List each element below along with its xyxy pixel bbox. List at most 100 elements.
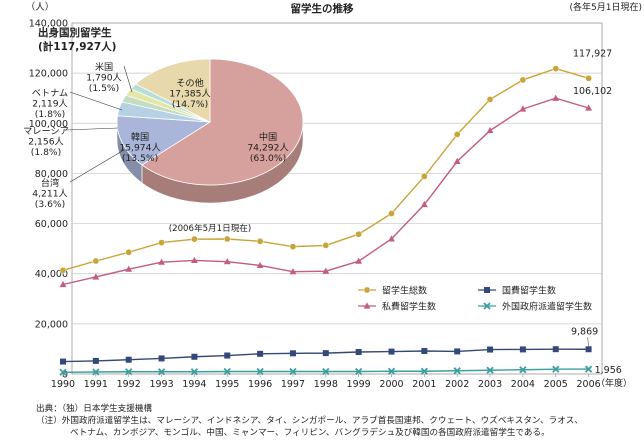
- pie-value-3: 2,156人: [28, 137, 64, 148]
- data-point-3-2: [125, 368, 133, 376]
- data-point-1-10: [388, 348, 395, 355]
- data-point-2-8: [322, 267, 330, 274]
- pie-percent-1: (13.5%): [122, 153, 158, 164]
- data-point-3-13: [486, 366, 494, 374]
- pie-subtitle: (計117,927人): [38, 40, 116, 53]
- pie-value-1: 15,974人: [119, 143, 160, 154]
- data-point-2-0: [59, 280, 67, 288]
- data-point-1-6: [257, 350, 264, 357]
- pie-label-4: ベトナム: [32, 88, 68, 99]
- pie-slice-1: [116, 115, 212, 166]
- data-point-2-14: [519, 105, 527, 112]
- x-tick-label: 1996: [248, 379, 272, 390]
- data-point-1-2: [125, 356, 132, 363]
- pie-percent-5: (1.5%): [89, 83, 120, 94]
- data-point-3-12: [453, 367, 461, 375]
- annotation-leader: [587, 337, 589, 347]
- x-tick-label: 1993: [149, 379, 173, 390]
- data-point-2-1: [92, 273, 100, 280]
- legend-label: 私費留学生数: [382, 301, 436, 313]
- x-tick-label: 2005: [544, 379, 568, 390]
- data-point-0-15: [552, 65, 560, 72]
- data-point-2-15: [552, 94, 560, 101]
- y-tick-label: 100,000: [29, 119, 68, 130]
- pie-value-4: 2,119人: [32, 99, 68, 110]
- data-point-1-9: [355, 349, 362, 356]
- data-point-2-5: [223, 258, 231, 265]
- data-point-1-12: [454, 348, 461, 355]
- data-point-3-9: [355, 367, 363, 376]
- data-point-2-16: [585, 104, 592, 111]
- data-point-1-15: [552, 346, 559, 353]
- pie-title: 出身国別留学生: [38, 26, 112, 39]
- y-tick-label: 80,000: [35, 169, 68, 180]
- data-point-3-15: [552, 365, 560, 373]
- pie-percent-4: (1.8%): [35, 109, 66, 120]
- data-point-2-13: [486, 126, 494, 134]
- data-point-1-14: [519, 346, 526, 353]
- data-point-3-14: [519, 366, 527, 374]
- pie-value-6: 17,385人: [169, 89, 210, 100]
- data-point-3-8: [322, 367, 330, 376]
- data-point-0-2: [125, 248, 133, 256]
- data-point-0-12: [453, 131, 461, 138]
- pie-date-note: (2006年5月1日現在): [169, 222, 251, 234]
- y-tick-label: 40,000: [35, 269, 68, 280]
- data-point-2-6: [256, 261, 264, 269]
- chart-title: 留学生の推移: [291, 2, 354, 15]
- data-point-1-16: [585, 346, 592, 353]
- data-point-3-5: [223, 367, 231, 376]
- pie-value-5: 1,790人: [86, 73, 122, 84]
- y-tick-label: 60,000: [35, 219, 68, 230]
- data-point-3-3: [157, 368, 166, 376]
- pie-percent-2: (3.6%): [35, 199, 66, 210]
- data-point-2-3: [158, 258, 165, 265]
- data-point-1-8: [322, 350, 329, 357]
- data-point-2-10: [388, 235, 395, 242]
- pie-leader-line: [123, 65, 133, 93]
- data-point-0-13: [486, 96, 494, 103]
- data-point-0-11: [421, 173, 428, 180]
- value-annotation: 9,869: [571, 326, 598, 337]
- data-point-0-1: [92, 257, 100, 265]
- pie-percent-3: (1.8%): [31, 147, 62, 158]
- legend-label: 外国政府派遣留学生数: [502, 301, 592, 313]
- source-note: 出典：（独）日本学生支援機構: [36, 404, 153, 414]
- legend-label: 国費留学生数: [502, 285, 556, 297]
- value-annotation: 117,927: [573, 48, 612, 59]
- data-point-0-9: [355, 230, 362, 238]
- data-point-1-7: [289, 350, 296, 357]
- x-tick-label: 1990: [51, 379, 75, 390]
- y-tick-label: 20,000: [35, 319, 68, 330]
- data-point-0-14: [519, 76, 527, 84]
- data-point-2-7: [289, 268, 297, 275]
- data-point-2-4: [191, 256, 198, 264]
- data-point-3-11: [420, 367, 428, 375]
- data-point-2-2: [125, 265, 133, 272]
- pie-label-6: その他: [176, 77, 204, 89]
- data-point-0-3: [158, 239, 165, 246]
- pie-percent-6: (14.7%): [172, 99, 208, 110]
- data-point-3-10: [387, 367, 396, 375]
- data-point-2-11: [420, 200, 428, 208]
- x-tick-label: 2003: [478, 379, 502, 390]
- x-tick-label: 1994: [182, 379, 206, 390]
- x-tick-label: 1991: [84, 379, 108, 390]
- pie-leader-line: [65, 127, 119, 131]
- y-tick-label: 120,000: [29, 69, 68, 80]
- data-point-1-5: [224, 352, 231, 359]
- data-point-2-12: [453, 157, 461, 164]
- legend-marker: [363, 286, 371, 294]
- data-point-3-6: [256, 367, 264, 376]
- x-tick-label: 2006: [577, 379, 601, 390]
- data-point-3-0: [59, 368, 67, 376]
- y-tick-label: 140,000: [29, 19, 68, 30]
- x-tick-label: 1997: [281, 379, 305, 390]
- data-point-3-16: [584, 365, 593, 373]
- pie-slice-6: [135, 58, 211, 123]
- x-tick-label: 1999: [347, 379, 371, 390]
- pie-percent-0: (63.0%): [250, 153, 286, 164]
- data-point-0-5: [223, 235, 231, 243]
- x-tick-label: 2001: [412, 379, 436, 390]
- footnote-line-1: （注）外国政府派遣留学生は、マレーシア、インドネシア、タイ、シンガポール、アラブ…: [36, 416, 583, 426]
